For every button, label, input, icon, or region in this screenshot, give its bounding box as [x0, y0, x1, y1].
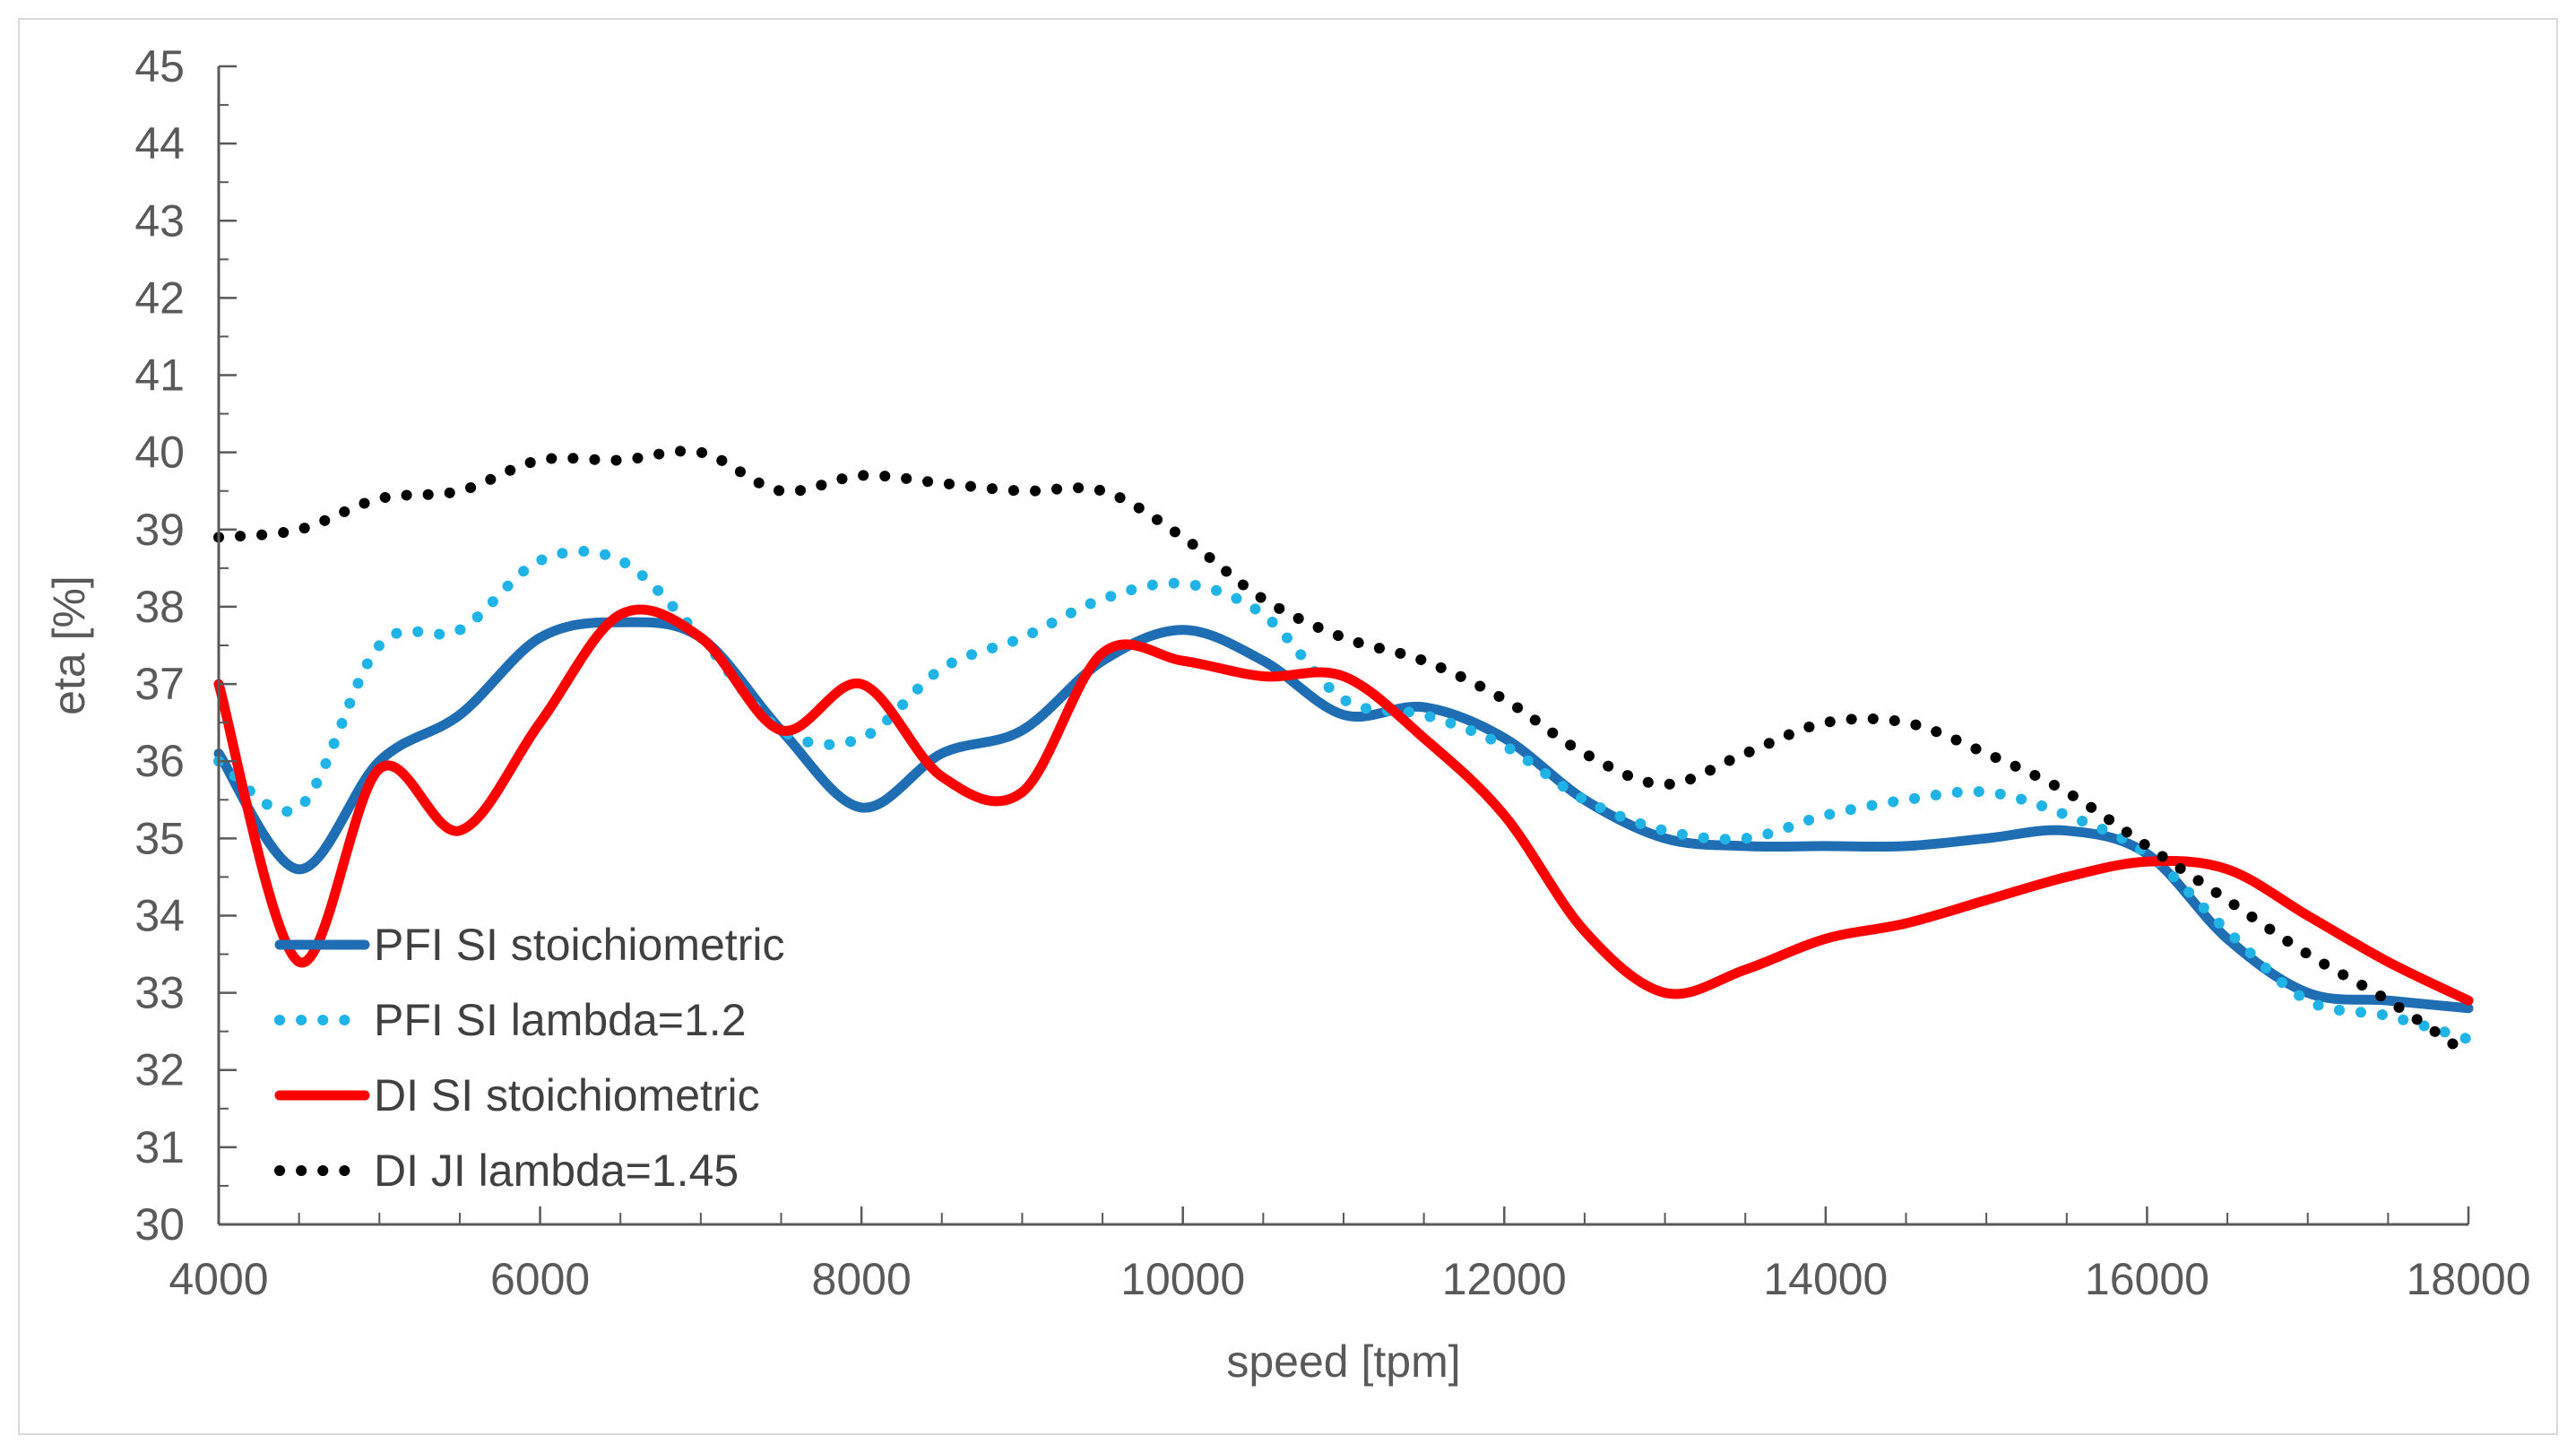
series-line-pfi-si-stoichiometric: [213, 617, 2474, 1014]
y-tick-label: 38: [134, 582, 185, 632]
x-tick-label: 18000: [2406, 1254, 2530, 1304]
legend-label: DI JI lambda=1.45: [374, 1146, 739, 1196]
x-tick-label: 12000: [1442, 1254, 1567, 1304]
x-tick-label: 10000: [1120, 1254, 1245, 1304]
y-tick-label: 39: [134, 505, 185, 555]
y-tick-label: 35: [134, 813, 185, 863]
y-tick-label: 37: [134, 659, 185, 709]
legend: PFI SI stoichiometric PFI SI lambda=1.2 DI…: [274, 920, 784, 1196]
axis-layer: [217, 66, 2468, 1226]
series-line-di-si-stoichiometric: [213, 604, 2474, 1006]
y-tick-label: 42: [134, 272, 185, 323]
x-tick-label: 14000: [1763, 1254, 1888, 1304]
y-tick-label: 33: [134, 968, 185, 1018]
legend-item-di-si-stoichiometric: DI SI stoichiometric: [274, 1070, 760, 1120]
y-tick-label: 41: [134, 350, 185, 401]
y-tick-label: 36: [134, 736, 185, 786]
x-tick-label: 16000: [2085, 1254, 2209, 1304]
line-chart: 30 31 32 33 34 35 36 37 38 39 40 41 42 43 44 45 4000 6000…: [44, 41, 2531, 1387]
series-line-pfi-si-lambda-1-2: [213, 546, 2474, 1045]
y-tick-label: 31: [134, 1122, 185, 1172]
legend-label: DI SI stoichiometric: [374, 1070, 760, 1120]
y-tick-label: 34: [134, 890, 185, 940]
x-axis-title: speed [tpm]: [1226, 1336, 1460, 1387]
legend-label: PFI SI stoichiometric: [374, 920, 784, 970]
y-tick-label: 40: [134, 428, 185, 478]
chart-frame: 30 31 32 33 34 35 36 37 38 39 40 41 42 43 44 45 4000 6000…: [18, 18, 2558, 1435]
y-tick-label: 45: [134, 41, 185, 91]
legend-item-di-ji-lambda-1-45: DI JI lambda=1.45: [274, 1146, 739, 1196]
x-tick-label: 6000: [490, 1254, 590, 1304]
y-tick-label: 43: [134, 195, 185, 246]
series-layer: [213, 445, 2474, 1060]
legend-label: PFI SI lambda=1.2: [374, 995, 747, 1045]
y-axis-title: eta [%]: [44, 575, 94, 715]
tick-layer: 30 31 32 33 34 35 36 37 38 39 40 41 42 43 44 45 4000 6000…: [134, 41, 2530, 1304]
y-tick-label: 32: [134, 1045, 185, 1095]
legend-item-pfi-si-lambda-1-2: PFI SI lambda=1.2: [274, 995, 747, 1045]
y-tick-label: 44: [134, 118, 185, 169]
x-tick-label: 8000: [812, 1254, 912, 1304]
x-tick-label: 4000: [169, 1254, 268, 1304]
legend-item-pfi-si-stoichiometric: PFI SI stoichiometric: [274, 920, 784, 970]
y-tick-label: 30: [134, 1199, 185, 1250]
